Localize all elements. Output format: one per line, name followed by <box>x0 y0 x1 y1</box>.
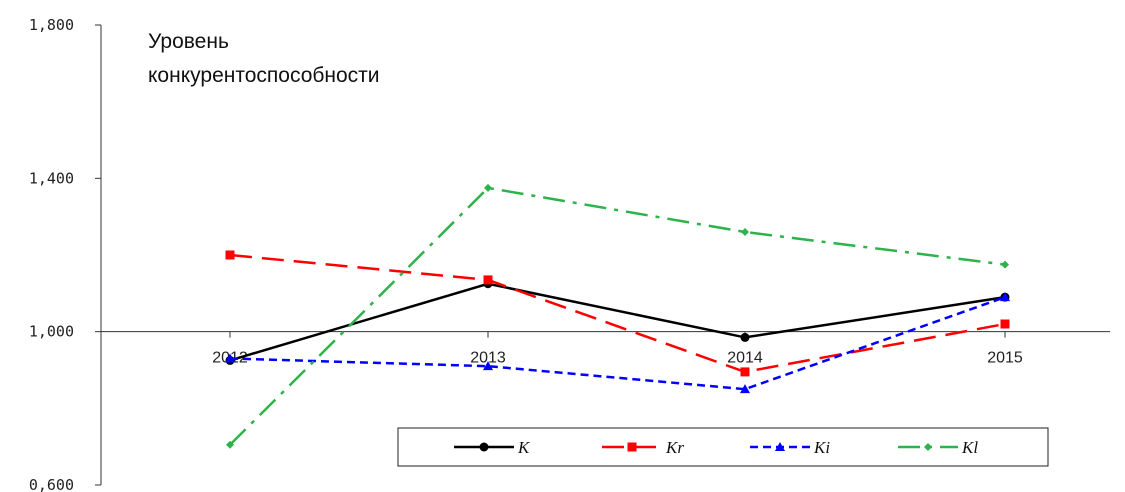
series-Kr <box>225 250 1010 377</box>
data-point-Kl <box>1001 260 1009 269</box>
data-point-Kr <box>483 275 493 285</box>
series-layer <box>225 183 1010 449</box>
data-point-Ki <box>1000 292 1010 302</box>
data-point-K <box>740 332 750 342</box>
x-tick-label: 2014 <box>727 350 763 367</box>
series-Ki <box>225 292 1010 394</box>
y-tick-label: 1,800 <box>29 16 74 34</box>
series-line-K <box>229 282 1006 362</box>
data-point-Kl <box>226 440 234 449</box>
data-point-Kr <box>225 250 235 260</box>
y-axis-title-line-2: конкурентоспособности <box>148 64 380 87</box>
legend-marker-Kr <box>627 442 637 452</box>
series-line-Kr <box>229 253 1006 374</box>
legend-label-Kr: Kr <box>665 438 684 457</box>
y-tick-label: 1,400 <box>29 169 74 187</box>
legend-marker-Ki <box>775 442 785 451</box>
data-point-Kr <box>1000 319 1010 329</box>
x-tick-label: 2013 <box>470 350 506 367</box>
series-K <box>225 279 1010 365</box>
series-line-Kl <box>229 186 1006 446</box>
legend-marker-Kl <box>924 443 932 451</box>
y-axis-title: Уровень конкурентоспособности <box>148 30 380 87</box>
legend-label-Kl: Kl <box>961 438 978 457</box>
legend-marker-K <box>479 442 489 452</box>
data-point-Kl <box>484 183 492 192</box>
data-point-Kl <box>741 228 749 236</box>
y-tick-label: 0,600 <box>29 476 74 492</box>
data-point-Kr <box>740 367 750 377</box>
series-Kl <box>226 183 1009 449</box>
data-point-Ki <box>483 361 493 371</box>
y-tick-label: 1,000 <box>29 323 74 341</box>
data-point-Ki <box>740 384 750 394</box>
data-point-Ki <box>225 353 235 363</box>
x-tick-label: 2015 <box>987 350 1023 367</box>
legend-label-K: K <box>517 438 531 457</box>
legend: K Kr Ki Kl <box>397 427 1049 467</box>
y-axis-title-line-1: Уровень <box>148 30 229 53</box>
legend-label-Ki: Ki <box>813 438 830 457</box>
series-line-Ki <box>229 295 1006 391</box>
